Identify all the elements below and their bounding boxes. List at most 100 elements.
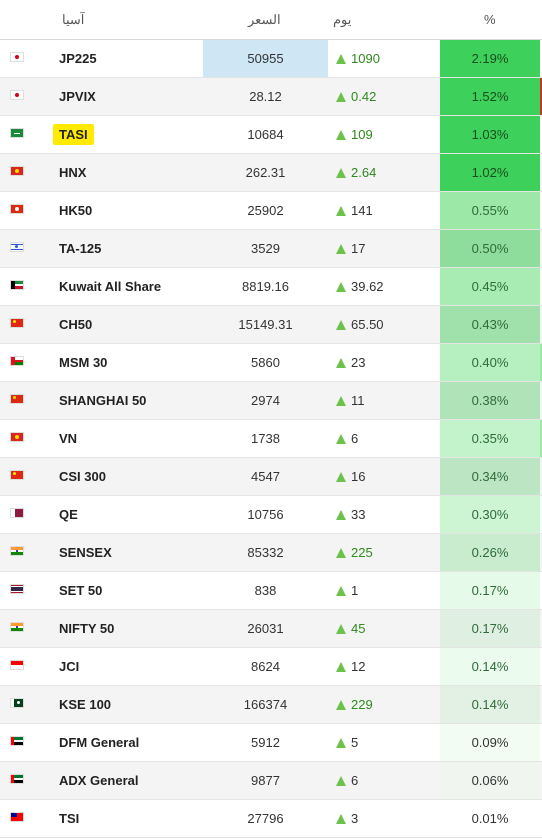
- table-row[interactable]: HNX 262.31 2.64 1.02%: [0, 154, 542, 192]
- index-change: 1090: [336, 51, 380, 66]
- index-name-link[interactable]: JCI: [59, 659, 80, 674]
- up-arrow-icon: [336, 776, 346, 786]
- index-percent-change: 0.06%: [440, 762, 540, 799]
- index-price: 4547: [251, 469, 280, 484]
- table-row[interactable]: Kuwait All Share 8819.16 39.62 0.45%: [0, 268, 542, 306]
- index-percent-change: 0.26%: [440, 534, 540, 571]
- table-row[interactable]: ADX General 9877 6 0.06%: [0, 762, 542, 800]
- index-name-link[interactable]: MSM 30: [59, 355, 108, 370]
- index-percent-change: 0.34%: [440, 458, 540, 495]
- index-name-link[interactable]: JPVIX: [59, 89, 96, 104]
- column-header-name[interactable]: آسيا: [62, 12, 85, 27]
- table-row[interactable]: DFM General 5912 5 0.09%: [0, 724, 542, 762]
- index-price: 85332: [247, 545, 284, 560]
- index-name-link[interactable]: ADX General: [59, 773, 139, 788]
- index-name-link[interactable]: SET 50: [59, 583, 103, 598]
- table-row[interactable]: TSI 27796 3 0.01%: [0, 800, 542, 838]
- up-arrow-icon: [336, 168, 346, 178]
- index-name-link[interactable]: NIFTY 50: [59, 621, 115, 636]
- row-edge-marker: [540, 420, 542, 457]
- index-change: 45: [336, 621, 365, 636]
- index-change: 23: [336, 355, 365, 370]
- index-name-link[interactable]: TA-125: [59, 241, 102, 256]
- index-name-link[interactable]: SHANGHAI 50: [59, 393, 147, 408]
- index-name-link[interactable]: SENSEX: [59, 545, 112, 560]
- index-change-value: 225: [351, 545, 373, 560]
- qatar-flag-icon: [10, 508, 24, 518]
- index-price: 27796: [247, 811, 284, 826]
- china-flag-icon: [10, 394, 24, 404]
- index-change-value: 1090: [351, 51, 380, 66]
- index-change-value: 33: [351, 507, 366, 522]
- index-percent-change: 0.01%: [440, 800, 540, 837]
- table-row[interactable]: SHANGHAI 50 2974 11 0.38%: [0, 382, 542, 420]
- index-change-value: 6: [351, 431, 359, 446]
- index-change: 0.42: [336, 89, 376, 104]
- index-name-link[interactable]: JP225: [59, 51, 97, 66]
- index-name-link[interactable]: CSI 300: [59, 469, 106, 484]
- table-row[interactable]: SET 50 838 1 0.17%: [0, 572, 542, 610]
- up-arrow-icon: [336, 548, 346, 558]
- index-percent-change: 1.52%: [440, 78, 540, 115]
- table-row[interactable]: NIFTY 50 26031 45 0.17%: [0, 610, 542, 648]
- table-row[interactable]: JP225 50955 1090 2.19%: [0, 40, 542, 78]
- index-price: 10756: [247, 507, 284, 522]
- vietnam-flag-icon: [10, 432, 24, 442]
- table-row[interactable]: CH50 15149.31 65.50 0.43%: [0, 306, 542, 344]
- saudi-flag-icon: [10, 128, 24, 138]
- table-row[interactable]: QE 10756 33 0.30%: [0, 496, 542, 534]
- column-header-change[interactable]: يوم: [333, 12, 352, 27]
- japan-flag-icon: [10, 90, 24, 100]
- table-row[interactable]: CSI 300 4547 16 0.34%: [0, 458, 542, 496]
- index-name-link[interactable]: QE: [59, 507, 78, 522]
- index-change-value: 1: [351, 583, 359, 598]
- index-name-link[interactable]: HK50: [59, 203, 93, 218]
- index-price: 10684: [247, 127, 284, 142]
- index-percent-change: 0.17%: [440, 572, 540, 609]
- indonesia-flag-icon: [10, 660, 24, 670]
- index-change-value: 17: [351, 241, 366, 256]
- table-row[interactable]: VN 1738 6 0.35%: [0, 420, 542, 458]
- thailand-flag-icon: [10, 584, 24, 594]
- index-name-link[interactable]: KSE 100: [59, 697, 112, 712]
- index-name-link[interactable]: TASI: [53, 124, 94, 145]
- index-name-link[interactable]: Kuwait All Share: [59, 279, 162, 294]
- table-row[interactable]: HK50 25902 141 0.55%: [0, 192, 542, 230]
- index-name-link[interactable]: DFM General: [59, 735, 140, 750]
- index-name-link[interactable]: TSI: [59, 811, 80, 826]
- index-name-link[interactable]: CH50: [59, 317, 93, 332]
- table-body: JP225 50955 1090 2.19% JPVIX 28.12 0.42 …: [0, 40, 542, 838]
- up-arrow-icon: [336, 510, 346, 520]
- up-arrow-icon: [336, 320, 346, 330]
- table-row[interactable]: TASI 10684 109 1.03%: [0, 116, 542, 154]
- index-change-value: 2.64: [351, 165, 377, 180]
- index-change: 109: [336, 127, 373, 142]
- index-change-value: 141: [351, 203, 373, 218]
- up-arrow-icon: [336, 54, 346, 64]
- index-percent-change: 0.50%: [440, 230, 540, 267]
- column-header-percent[interactable]: %: [484, 12, 496, 27]
- table-row[interactable]: JCI 8624 12 0.14%: [0, 648, 542, 686]
- taiwan-flag-icon: [10, 812, 24, 822]
- index-change: 33: [336, 507, 365, 522]
- table-row[interactable]: SENSEX 85332 225 0.26%: [0, 534, 542, 572]
- index-price: 50955: [203, 40, 328, 77]
- index-percent-change: 0.38%: [440, 382, 540, 419]
- table-row[interactable]: KSE 100 166374 229 0.14%: [0, 686, 542, 724]
- table-row[interactable]: JPVIX 28.12 0.42 1.52%: [0, 78, 542, 116]
- index-name-link[interactable]: HNX: [59, 165, 87, 180]
- index-name-link[interactable]: VN: [59, 431, 78, 446]
- kuwait-flag-icon: [10, 280, 24, 290]
- column-header-price[interactable]: السعر: [248, 12, 281, 27]
- index-price: 5860: [251, 355, 280, 370]
- index-change: 6: [336, 431, 358, 446]
- index-change-value: 12: [351, 659, 366, 674]
- table-row[interactable]: MSM 30 5860 23 0.40%: [0, 344, 542, 382]
- index-change: 225: [336, 545, 373, 560]
- up-arrow-icon: [336, 700, 346, 710]
- table-row[interactable]: TA-125 3529 17 0.50%: [0, 230, 542, 268]
- oman-flag-icon: [10, 356, 24, 366]
- index-change-value: 0.42: [351, 89, 377, 104]
- index-change-value: 65.50: [351, 317, 384, 332]
